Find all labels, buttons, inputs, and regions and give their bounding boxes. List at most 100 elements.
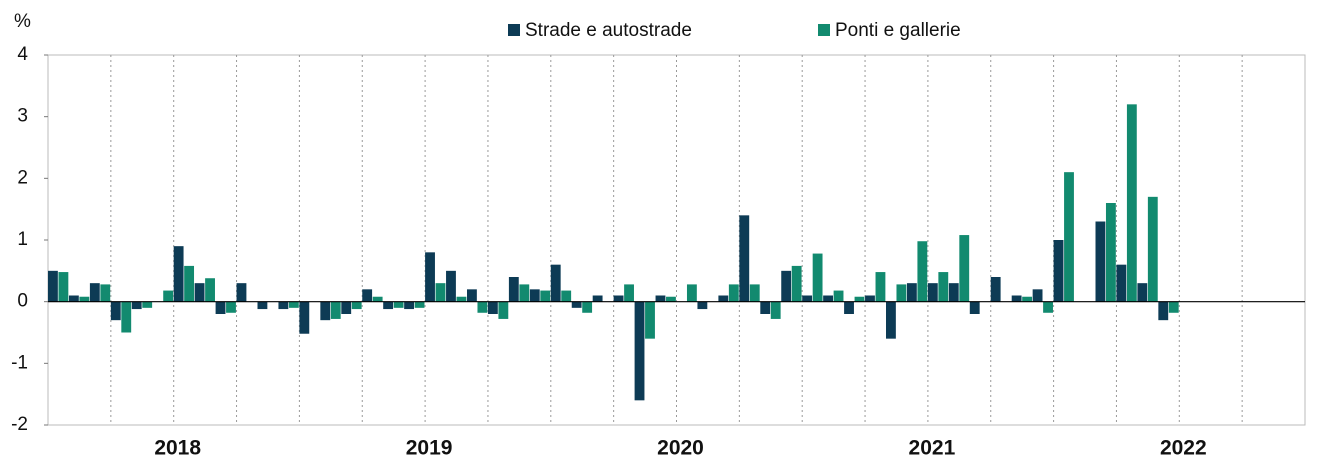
bar xyxy=(1032,289,1043,302)
bar xyxy=(550,264,561,302)
bar xyxy=(1053,240,1064,302)
bar xyxy=(299,301,310,334)
bar xyxy=(131,301,142,310)
bar xyxy=(205,278,215,302)
bar xyxy=(886,301,896,339)
bar xyxy=(341,301,352,314)
bar xyxy=(487,301,498,314)
legend-label: Strade e autostrade xyxy=(525,20,692,41)
bar xyxy=(446,270,456,302)
bar xyxy=(414,301,425,308)
bar xyxy=(917,241,928,302)
bar xyxy=(435,283,446,302)
bar xyxy=(456,296,467,302)
bar xyxy=(844,301,854,314)
bar xyxy=(278,301,289,310)
bar xyxy=(1158,301,1169,321)
bar xyxy=(875,272,886,302)
bar xyxy=(823,295,833,302)
bar xyxy=(257,301,268,310)
y-tick-label: 0 xyxy=(17,291,28,312)
bar xyxy=(1105,203,1116,302)
bar xyxy=(498,301,509,319)
bar xyxy=(718,295,729,302)
bar xyxy=(655,295,666,302)
bar xyxy=(1095,221,1106,302)
bar xyxy=(89,283,100,302)
bar xyxy=(645,301,655,339)
bar xyxy=(1116,264,1127,302)
bar xyxy=(100,284,111,302)
bar xyxy=(739,215,750,302)
bar xyxy=(770,301,781,319)
bar xyxy=(948,283,959,302)
bar xyxy=(1168,301,1179,313)
y-tick-label: 1 xyxy=(17,229,28,250)
bar xyxy=(854,296,865,302)
bar xyxy=(938,272,949,302)
bar xyxy=(728,284,739,302)
y-tick-label: 2 xyxy=(17,167,28,188)
bar xyxy=(320,301,331,321)
bar xyxy=(1064,172,1074,302)
bar xyxy=(1147,196,1158,302)
bar xyxy=(79,296,90,302)
bar xyxy=(906,283,917,302)
bar xyxy=(330,301,341,319)
bar xyxy=(812,253,823,302)
bar xyxy=(686,284,697,302)
bar xyxy=(927,283,938,302)
bar xyxy=(582,301,593,313)
bar xyxy=(173,246,184,302)
bar xyxy=(990,277,1001,302)
bar xyxy=(865,295,875,302)
bar xyxy=(666,296,676,302)
bar xyxy=(781,270,792,302)
bar xyxy=(634,301,645,401)
bar xyxy=(477,301,488,313)
x-tick-label: 2022 xyxy=(1160,437,1207,460)
bar xyxy=(226,301,236,313)
bar xyxy=(760,301,771,314)
y-tick-label: 3 xyxy=(17,106,28,127)
x-tick-label: 2021 xyxy=(909,437,956,460)
bar xyxy=(58,272,69,302)
bar xyxy=(288,301,299,308)
y-tick-label: -2 xyxy=(11,414,28,435)
bar xyxy=(194,283,205,302)
bar xyxy=(1126,104,1137,302)
x-tick-label: 2018 xyxy=(154,437,201,460)
bar xyxy=(184,265,195,302)
legend-label: Ponti e gallerie xyxy=(835,20,961,41)
bar xyxy=(624,284,634,302)
bar xyxy=(236,283,247,302)
bar xyxy=(561,290,572,302)
y-tick-label: 4 xyxy=(17,44,28,65)
bar xyxy=(833,290,844,302)
bar xyxy=(163,290,174,302)
bar xyxy=(425,252,435,302)
y-tick-label: -1 xyxy=(11,352,28,373)
bar xyxy=(372,296,383,302)
bar xyxy=(362,289,373,302)
bar xyxy=(802,295,813,302)
bar xyxy=(48,270,58,302)
bar xyxy=(969,301,980,314)
bar xyxy=(351,301,362,310)
bar xyxy=(613,295,624,302)
bar xyxy=(571,301,582,308)
bar xyxy=(1022,296,1033,302)
bar xyxy=(404,301,414,310)
bar xyxy=(791,265,802,302)
bar xyxy=(467,289,477,302)
bar xyxy=(749,284,760,302)
bar xyxy=(1043,301,1053,313)
bar xyxy=(519,284,530,302)
legend-swatch xyxy=(818,24,830,36)
bar xyxy=(697,301,708,310)
y-axis-label: % xyxy=(14,11,31,32)
bar xyxy=(592,295,603,302)
bar xyxy=(110,301,121,321)
bar xyxy=(393,301,404,308)
